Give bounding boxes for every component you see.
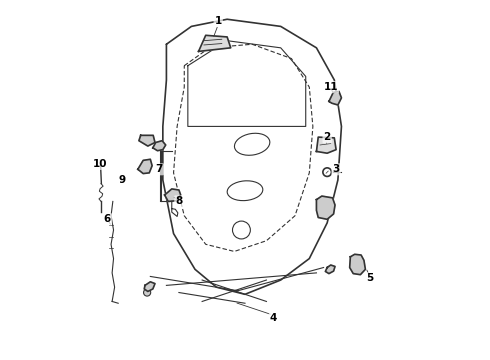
Circle shape bbox=[144, 289, 151, 296]
Text: 9: 9 bbox=[118, 175, 125, 185]
Polygon shape bbox=[144, 282, 155, 292]
Polygon shape bbox=[198, 35, 231, 51]
Polygon shape bbox=[317, 137, 336, 153]
Polygon shape bbox=[165, 189, 181, 202]
Text: 5: 5 bbox=[367, 273, 374, 283]
Text: 10: 10 bbox=[93, 159, 108, 169]
Text: 6: 6 bbox=[104, 214, 111, 224]
Polygon shape bbox=[138, 159, 152, 174]
Polygon shape bbox=[139, 135, 155, 146]
Text: 7: 7 bbox=[156, 164, 163, 174]
Text: 1: 1 bbox=[215, 16, 222, 26]
Text: 11: 11 bbox=[323, 82, 338, 92]
Polygon shape bbox=[329, 91, 342, 105]
Text: 2: 2 bbox=[323, 132, 331, 142]
Polygon shape bbox=[350, 254, 366, 275]
Text: 8: 8 bbox=[175, 197, 183, 206]
Text: 4: 4 bbox=[270, 312, 277, 323]
Polygon shape bbox=[153, 141, 166, 151]
Text: 3: 3 bbox=[333, 164, 340, 174]
Polygon shape bbox=[317, 196, 335, 219]
Polygon shape bbox=[325, 265, 335, 274]
